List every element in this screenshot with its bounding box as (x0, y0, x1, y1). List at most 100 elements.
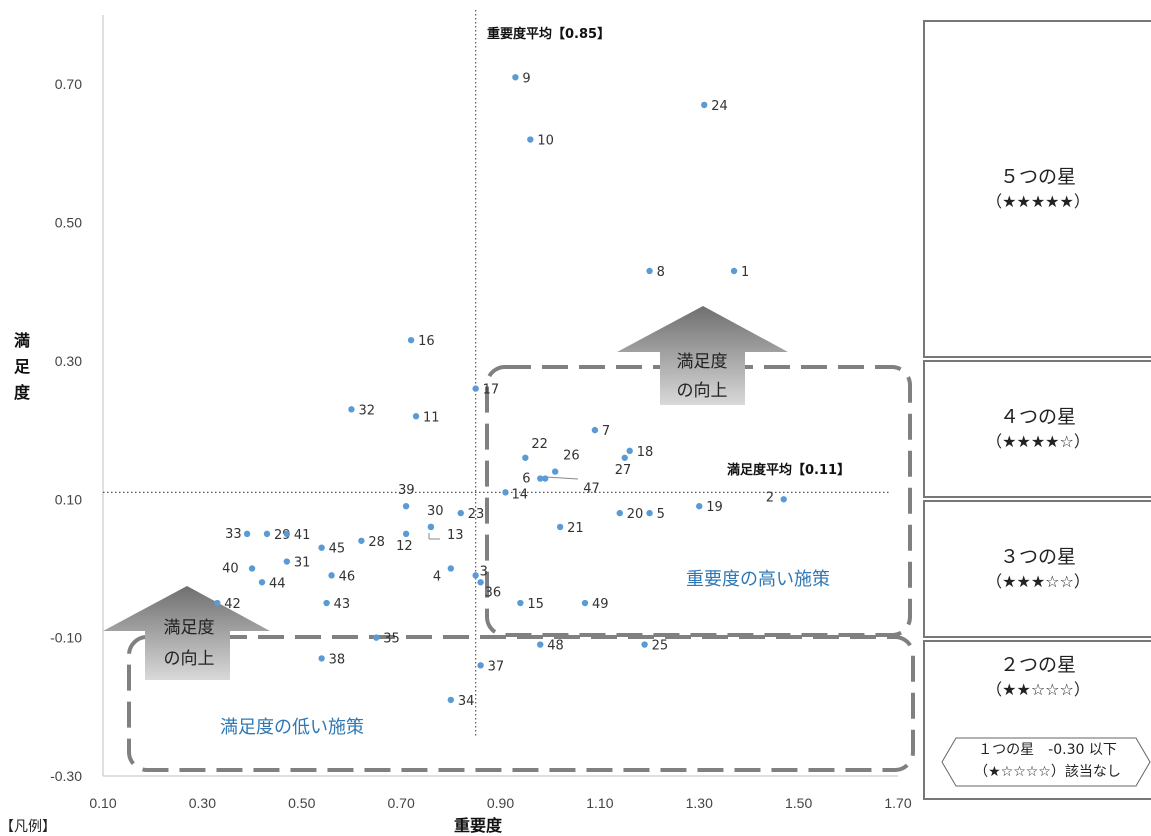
data-point (502, 489, 509, 496)
point-label: 39 (398, 483, 415, 498)
data-point (348, 406, 355, 413)
x-tick-label: 1.50 (785, 795, 812, 811)
data-point (537, 475, 544, 482)
y-axis-title-char: 度 (14, 383, 31, 402)
data-point (447, 696, 455, 704)
y-tick-label: 0.50 (55, 215, 82, 231)
point-label: 6 (522, 472, 530, 487)
point-label: 49 (592, 597, 609, 612)
data-point (283, 558, 291, 565)
region-high-label: 重要度の高い施策 (686, 569, 830, 590)
data-point (402, 530, 410, 538)
point-label: 21 (567, 521, 584, 536)
data-point (551, 468, 559, 475)
point-label: 9 (522, 71, 530, 86)
x-tick-label: 0.30 (189, 795, 216, 811)
y-axis-title-char: 足 (14, 357, 31, 376)
high-importance-region (485, 365, 912, 637)
point-label: 17 (483, 383, 500, 398)
data-point (427, 523, 435, 531)
data-point (258, 579, 266, 586)
y-tick-label: 0.30 (55, 353, 82, 369)
point-label: 28 (368, 535, 385, 550)
data-point (626, 447, 633, 455)
point-label: 43 (334, 597, 351, 612)
arrow-low-line2: の向上 (164, 649, 215, 669)
point-label: 37 (488, 659, 505, 674)
point-label: 46 (339, 569, 356, 584)
legend-label: 【凡例】 (0, 819, 56, 835)
data-point (407, 336, 415, 344)
point-label: 45 (329, 542, 346, 557)
point-label: 2 (766, 490, 774, 505)
point-label: 4 (433, 569, 441, 584)
rating-stars: （★★★★☆） (986, 432, 1090, 451)
point-label: 7 (602, 424, 610, 439)
data-point (522, 454, 529, 461)
rating-title: ３つの星 (999, 546, 1076, 568)
point-label: 47 (583, 482, 600, 497)
point-label: 13 (447, 528, 464, 543)
point-label: 35 (383, 632, 400, 647)
data-point (402, 502, 410, 510)
x-tick-label: 1.10 (586, 795, 613, 811)
region-low-label: 満足度の低い施策 (220, 717, 364, 738)
point-label: 14 (511, 487, 528, 502)
data-point (263, 530, 271, 538)
point-label: 20 (627, 507, 644, 522)
point-label: 16 (418, 334, 435, 349)
y-tick-label: 0.70 (55, 76, 82, 92)
point-label: 10 (537, 134, 554, 149)
y-tick-label: 0.10 (55, 491, 82, 507)
data-point (696, 502, 703, 510)
data-point (581, 599, 589, 607)
arrow-low-line1: 満足度 (164, 618, 215, 638)
point-label: 24 (711, 99, 728, 114)
data-point (328, 572, 335, 579)
point-label: 32 (358, 403, 375, 418)
data-point (358, 537, 365, 544)
point-label: 38 (329, 652, 346, 667)
point-label: 8 (657, 265, 665, 280)
rating-stars: （★★☆☆☆） (986, 680, 1090, 699)
data-point (517, 599, 524, 607)
x-tick-label: 1.70 (884, 795, 911, 811)
point-label: 12 (396, 539, 413, 554)
low-satisfaction-region (127, 635, 915, 772)
point-label: 18 (637, 445, 654, 460)
note-border (941, 737, 1151, 787)
x-tick-label: 0.10 (89, 795, 116, 811)
data-point (457, 509, 464, 517)
rating-box-4: ４つの星 （★★★★☆） (923, 360, 1151, 498)
rating-title: ４つの星 (999, 406, 1076, 428)
data-point (214, 599, 221, 607)
point-label: 44 (269, 576, 286, 591)
rating-title: ５つの星 (999, 166, 1076, 188)
point-label: 11 (423, 410, 440, 425)
data-point (537, 641, 544, 648)
point-label: 19 (706, 500, 723, 515)
data-point (283, 530, 291, 538)
data-point (641, 641, 648, 648)
x-tick-label: 0.50 (288, 795, 315, 811)
data-point (248, 565, 256, 572)
y-tick-label: -0.10 (50, 630, 82, 646)
data-point (323, 599, 330, 607)
data-point (512, 74, 519, 81)
rating-box-3: ３つの星 （★★★☆☆） (923, 500, 1151, 638)
importance-average-label: 重要度平均【0.85】 (487, 26, 610, 42)
point-label: 30 (427, 504, 444, 519)
point-label: 25 (652, 639, 669, 654)
point-label: 3 (480, 564, 488, 579)
data-point (318, 544, 325, 551)
data-point (646, 509, 653, 517)
data-point (556, 523, 564, 531)
rating-box-5: ５つの星 （★★★★★） (923, 20, 1151, 358)
data-point (447, 565, 455, 572)
point-label: 31 (294, 556, 311, 571)
data-point (412, 413, 420, 420)
rating-stars: （★★★★★） (986, 192, 1090, 211)
x-axis-title: 重要度 (454, 816, 503, 834)
data-point (616, 509, 623, 517)
